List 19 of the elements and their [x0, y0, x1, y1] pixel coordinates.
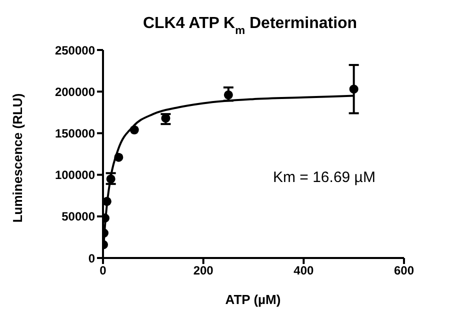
y-tick-label: 0	[88, 251, 96, 266]
x-tick-label: 0	[100, 264, 107, 278]
x-tick-label: 200	[193, 264, 214, 278]
y-axis-title: Luminescence (RLU)	[10, 93, 25, 223]
chart-title: CLK4 ATP K$_{m}$ Determination	[142, 15, 358, 37]
x-tick-label: 400	[294, 264, 314, 278]
y-tick-label: 250000	[54, 43, 96, 58]
point	[103, 196, 112, 206]
point	[224, 90, 233, 100]
x-axis-title: ATP (µM)	[225, 292, 281, 307]
annotation: Km = 16.69 µM	[273, 169, 376, 186]
point	[349, 84, 358, 94]
point	[130, 125, 139, 134]
y-tick-label: 150000	[54, 126, 96, 140]
point	[114, 152, 124, 162]
y-tick-label: 50000	[62, 210, 96, 224]
y-tick-label: 200000	[54, 84, 96, 99]
x-tick-label: 600	[394, 264, 414, 278]
y-tick-label: 100000	[54, 168, 96, 182]
